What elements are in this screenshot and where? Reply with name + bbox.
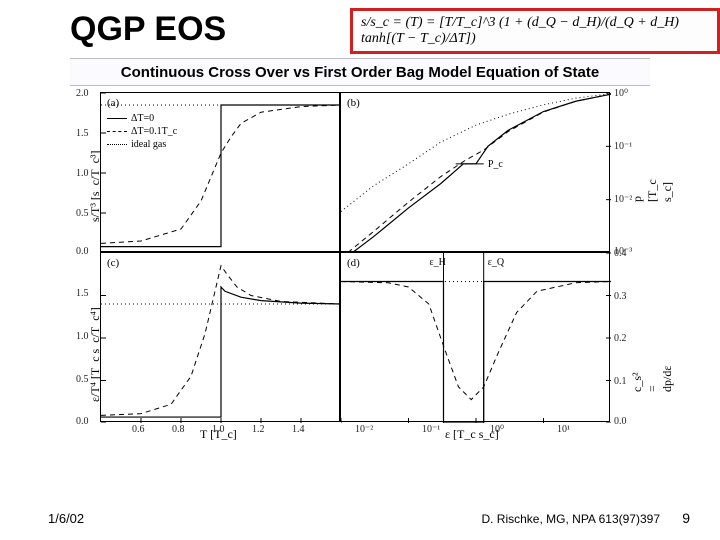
legend-solid-line	[107, 118, 127, 119]
legend-row: ΔT=0	[107, 113, 177, 125]
footer-date: 1/6/02	[48, 511, 84, 526]
xtick: 10¹	[557, 424, 570, 435]
legend-text: ΔT=0.1T_c	[131, 126, 177, 137]
ytick: 1.5	[76, 288, 89, 299]
xtick: 10⁰	[490, 424, 504, 435]
panel-a-legend: ΔT=0 ΔT=0.1T_c ideal gas	[107, 113, 177, 152]
panel-b: P_c (b)	[340, 92, 610, 252]
xtick: 1.4	[292, 424, 305, 435]
panel-a: (a) ΔT=0 ΔT=0.1T_c ideal gas	[100, 92, 340, 252]
legend-row: ideal gas	[107, 139, 177, 151]
panel-d-svg: ε_H ε_Q	[341, 253, 611, 423]
panel-b-ylabel: p [T_c s_c]	[630, 179, 675, 202]
panel-c-tag: (c)	[107, 257, 119, 269]
formula-box: s/s_c = (T) = [T/T_c]^3 (1 + (d_Q − d_H)…	[350, 8, 720, 54]
xtick: 1.0	[212, 424, 225, 435]
ytick: 10⁻²	[614, 194, 632, 205]
ytick: 1.5	[76, 128, 89, 139]
xtick: 10⁻²	[355, 424, 373, 435]
panel-a-ylabel: s/T³ [s_c/T_c³]	[88, 150, 103, 222]
legend-dot-line	[107, 144, 127, 145]
xtick: 10⁻¹	[422, 424, 440, 435]
ytick: 0.0	[76, 416, 89, 427]
page-number: 9	[682, 510, 690, 526]
svg-text:P_c: P_c	[488, 159, 504, 170]
panel-c-ylabel: ε/T⁴ [T_c s_c/T_c⁴]	[88, 307, 103, 402]
ytick: 2.0	[76, 88, 89, 99]
legend-text: ideal gas	[131, 139, 166, 150]
panel-d-tag: (d)	[347, 257, 360, 269]
xtick: 1.2	[252, 424, 265, 435]
ytick: 0.1	[614, 376, 627, 387]
ytick: 0.5	[76, 374, 89, 385]
legend-text: ΔT=0	[131, 113, 154, 124]
panel-c-svg	[101, 253, 341, 423]
panel-c: (c)	[100, 252, 340, 422]
formula-text: s/s_c = (T) = [T/T_c]^3 (1 + (d_Q − d_H)…	[361, 15, 679, 46]
legend-row: ΔT=0.1T_c	[107, 126, 177, 138]
ytick: 0.0	[76, 246, 89, 257]
citation: D. Rischke, MG, NPA 613(97)397	[481, 512, 660, 526]
ytick: 0.5	[76, 208, 89, 219]
figure: (a) ΔT=0 ΔT=0.1T_c ideal gas s/T³ [s_c/T…	[100, 92, 640, 472]
panel-a-tag: (a)	[107, 97, 119, 109]
panel-d-ylabel: c_s² = dp/dε	[630, 366, 675, 392]
ytick: 1.0	[76, 168, 89, 179]
ytick: 1.0	[76, 331, 89, 342]
xtick: 0.6	[132, 424, 145, 435]
panel-d: ε_H ε_Q (d)	[340, 252, 610, 422]
ytick: 0.2	[614, 333, 627, 344]
svg-text:ε_Q: ε_Q	[488, 257, 505, 268]
panel-b-svg: P_c	[341, 93, 611, 253]
panel-b-tag: (b)	[347, 97, 360, 109]
subtitle: Continuous Cross Over vs First Order Bag…	[70, 58, 650, 86]
ytick: 10⁻¹	[614, 141, 632, 152]
ytick: 0.0	[614, 416, 627, 427]
legend-dash-line	[107, 131, 127, 132]
ytick: 0.4	[614, 248, 627, 259]
xtick: 0.8	[172, 424, 185, 435]
svg-text:ε_H: ε_H	[429, 257, 445, 268]
ytick: 0.3	[614, 291, 627, 302]
ytick: 10⁰	[614, 88, 628, 99]
slide-title: QGP EOS	[70, 10, 226, 49]
